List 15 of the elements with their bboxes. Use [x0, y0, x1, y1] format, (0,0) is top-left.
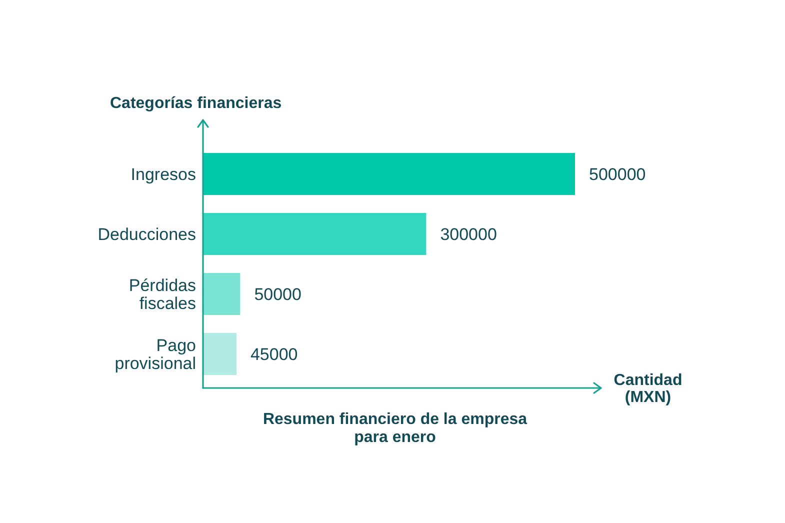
data-label: 300000	[440, 224, 497, 244]
x-axis-title: Cantidad (MXN)	[614, 372, 682, 406]
y-tick-label: Deducciones	[98, 224, 196, 244]
text: Resumen financiero de la empresa para enero	[262, 411, 528, 446]
data-label: 45000	[250, 344, 298, 364]
bar	[203, 153, 575, 195]
bar	[203, 273, 240, 315]
y-tick-label: Pago provisional	[114, 336, 196, 373]
bar	[203, 213, 426, 255]
bar	[203, 333, 236, 375]
data-label: 500000	[589, 164, 646, 184]
y-tick-label: Pérdidas fiscales	[128, 276, 196, 313]
data-label: 50000	[254, 284, 302, 304]
y-tick-label: Ingresos	[130, 164, 196, 184]
y-axis-title: Categorías financieras	[110, 95, 282, 112]
